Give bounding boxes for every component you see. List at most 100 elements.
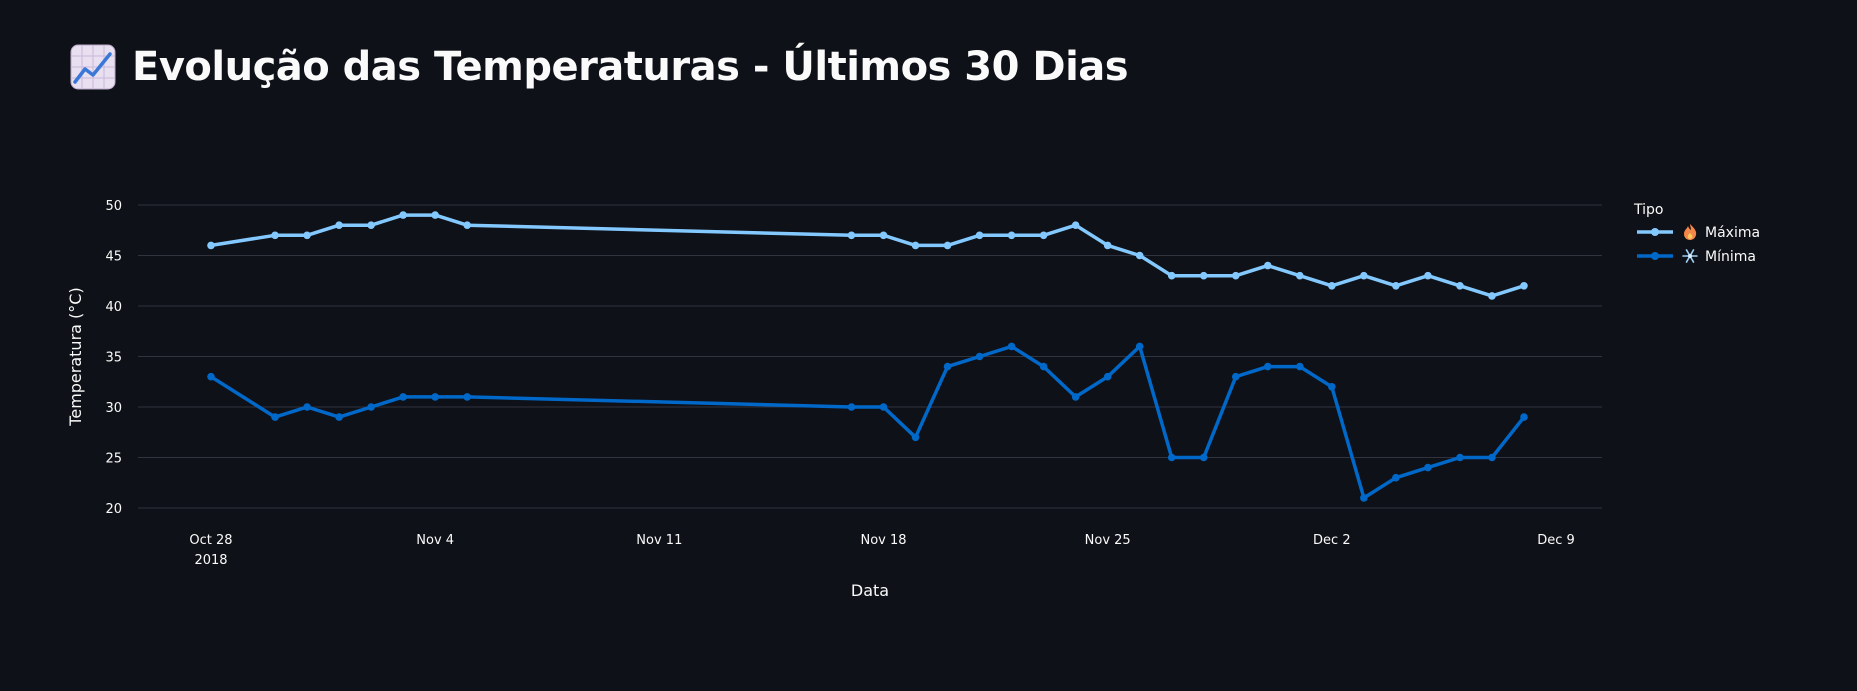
data-point[interactable] bbox=[1488, 292, 1496, 300]
x-tick-label: Nov 25 bbox=[1085, 533, 1131, 548]
data-point[interactable] bbox=[1199, 453, 1208, 462]
x-axis-ticks: Oct 28 2018 Nov 4 Nov 11 Nov 18 Nov 25 Dec 2 De… bbox=[189, 533, 1574, 568]
legend-marker bbox=[1651, 228, 1659, 236]
data-point[interactable] bbox=[1167, 453, 1176, 462]
data-point[interactable] bbox=[367, 221, 375, 229]
data-point[interactable] bbox=[303, 231, 311, 240]
legend-marker bbox=[1651, 252, 1659, 260]
x-axis-title: Data bbox=[851, 581, 889, 600]
data-point[interactable] bbox=[943, 241, 952, 250]
data-point[interactable] bbox=[879, 403, 888, 411]
data-point[interactable] bbox=[207, 372, 215, 381]
data-point[interactable] bbox=[399, 211, 407, 219]
data-point[interactable] bbox=[975, 352, 984, 361]
data-point[interactable] bbox=[943, 362, 952, 371]
x-tick-label: Nov 18 bbox=[860, 533, 906, 548]
y-tick-label: 25 bbox=[105, 452, 122, 467]
data-point[interactable] bbox=[1360, 494, 1368, 502]
legend-title: Tipo bbox=[1633, 202, 1663, 218]
data-point[interactable] bbox=[1167, 271, 1176, 280]
legend-label: Máxima bbox=[1705, 225, 1760, 241]
data-point[interactable] bbox=[1103, 241, 1112, 250]
y-tick-label: 30 bbox=[105, 401, 122, 416]
snowflake-icon bbox=[1682, 249, 1698, 263]
y-tick-label: 50 bbox=[105, 199, 122, 214]
y-axis-ticks: 20 25 30 35 40 45 50 bbox=[105, 199, 122, 517]
data-point[interactable] bbox=[879, 231, 888, 240]
data-point[interactable] bbox=[271, 231, 279, 240]
series-maxima bbox=[207, 211, 1528, 300]
series-layer bbox=[207, 211, 1528, 502]
data-point[interactable] bbox=[271, 413, 279, 421]
data-point[interactable] bbox=[847, 231, 856, 240]
data-point[interactable] bbox=[1231, 372, 1240, 381]
series-minima bbox=[207, 342, 1528, 502]
y-axis-title: Temperatura (°C) bbox=[66, 287, 85, 426]
y-tick-label: 45 bbox=[105, 250, 122, 265]
data-point[interactable] bbox=[1135, 342, 1144, 351]
legend-item-maxima[interactable]: Máxima bbox=[1637, 224, 1760, 241]
data-point[interactable] bbox=[1520, 413, 1528, 421]
data-point[interactable] bbox=[1231, 271, 1240, 280]
data-point[interactable] bbox=[847, 403, 856, 411]
fire-icon bbox=[1684, 224, 1697, 240]
data-point[interactable] bbox=[1520, 282, 1528, 290]
legend-label: Mínima bbox=[1705, 249, 1756, 265]
series-line bbox=[209, 344, 1526, 500]
data-point[interactable] bbox=[207, 241, 215, 250]
y-tick-label: 35 bbox=[105, 351, 122, 366]
data-point[interactable] bbox=[1007, 342, 1016, 351]
data-point[interactable] bbox=[1360, 271, 1368, 280]
data-point[interactable] bbox=[1263, 261, 1272, 270]
title-row: Evolução das Temperaturas - Últimos 30 D… bbox=[70, 44, 1129, 90]
data-point[interactable] bbox=[911, 433, 920, 442]
data-point[interactable] bbox=[1071, 393, 1080, 401]
data-point[interactable] bbox=[1392, 282, 1400, 290]
data-point[interactable] bbox=[1263, 362, 1272, 371]
data-point[interactable] bbox=[1328, 282, 1336, 290]
data-point[interactable] bbox=[399, 393, 407, 401]
data-point[interactable] bbox=[431, 393, 439, 401]
data-point[interactable] bbox=[463, 393, 471, 401]
data-point[interactable] bbox=[335, 221, 343, 229]
data-point[interactable] bbox=[1296, 271, 1304, 280]
page-title: Evolução das Temperaturas - Últimos 30 D… bbox=[132, 44, 1129, 90]
data-point[interactable] bbox=[335, 413, 343, 421]
y-tick-label: 20 bbox=[105, 502, 122, 517]
x-tick-label: Oct 28 bbox=[189, 533, 232, 548]
data-point[interactable] bbox=[1456, 282, 1464, 290]
data-point[interactable] bbox=[911, 241, 920, 250]
legend-item-minima[interactable]: Mínima bbox=[1637, 249, 1756, 265]
x-tick-label: Nov 4 bbox=[416, 533, 454, 548]
data-point[interactable] bbox=[1135, 251, 1144, 260]
legend: Tipo Máxima Mínima bbox=[1633, 202, 1760, 265]
data-point[interactable] bbox=[303, 403, 311, 411]
data-point[interactable] bbox=[1392, 473, 1400, 482]
y-tick-label: 40 bbox=[105, 300, 122, 315]
x-tick-label: Nov 11 bbox=[636, 533, 682, 548]
data-point[interactable] bbox=[1103, 372, 1112, 381]
data-point[interactable] bbox=[1039, 231, 1048, 240]
data-point[interactable] bbox=[367, 403, 375, 411]
data-point[interactable] bbox=[1424, 463, 1432, 472]
data-point[interactable] bbox=[1071, 221, 1080, 229]
grid-lines bbox=[138, 204, 1602, 509]
data-point[interactable] bbox=[1424, 271, 1432, 280]
data-point[interactable] bbox=[975, 231, 984, 240]
data-point[interactable] bbox=[1488, 453, 1496, 462]
data-point[interactable] bbox=[431, 211, 439, 219]
data-point[interactable] bbox=[463, 221, 471, 229]
x-tick-sublabel: 2018 bbox=[194, 553, 227, 568]
data-point[interactable] bbox=[1328, 383, 1336, 391]
data-point[interactable] bbox=[1199, 271, 1208, 280]
series-line bbox=[209, 213, 1526, 298]
data-point[interactable] bbox=[1456, 453, 1464, 462]
x-tick-label: Dec 2 bbox=[1313, 533, 1351, 548]
x-tick-label: Dec 9 bbox=[1537, 533, 1575, 548]
chart-increasing-icon bbox=[70, 44, 116, 90]
data-point[interactable] bbox=[1296, 362, 1304, 371]
data-point[interactable] bbox=[1007, 231, 1016, 240]
data-point[interactable] bbox=[1039, 362, 1048, 371]
